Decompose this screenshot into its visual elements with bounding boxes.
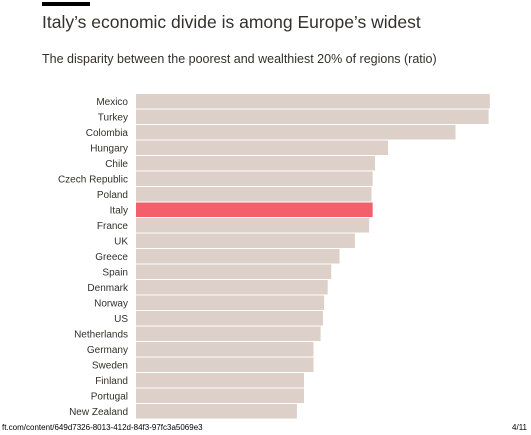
bar-italy — [136, 202, 373, 217]
bar-uk — [136, 233, 355, 248]
category-label: Hungary — [90, 143, 128, 154]
category-label: Netherlands — [74, 329, 128, 340]
bar-us — [136, 311, 323, 326]
bar-czech-republic — [136, 171, 373, 186]
top-rule — [42, 2, 90, 6]
category-label: Denmark — [87, 283, 129, 294]
bar-hungary — [136, 140, 389, 155]
bar-netherlands — [136, 326, 321, 341]
chart-title: Italy’s economic divide is among Europe’… — [42, 12, 421, 32]
source-url: ft.com/content/649d7326-8013-412d-84f3-9… — [2, 423, 203, 432]
category-label: Poland — [97, 190, 128, 201]
bar-chart: Mexico Turkey Colombia Hungary Chile Czech Re… — [58, 94, 490, 419]
category-label: Turkey — [98, 112, 128, 123]
page-number: 4/11 — [512, 423, 527, 432]
bar-greece — [136, 249, 340, 264]
bar-turkey — [136, 109, 489, 124]
category-label: UK — [114, 236, 128, 247]
bar-portugal — [136, 388, 305, 403]
bar-colombia — [136, 125, 456, 140]
category-label: Spain — [102, 267, 128, 278]
bar-spain — [136, 264, 332, 279]
category-label: Chile — [105, 159, 128, 170]
category-label: Mexico — [96, 97, 128, 108]
bar-new-zealand — [136, 404, 297, 419]
bar-norway — [136, 295, 325, 310]
category-label: Norway — [94, 298, 128, 309]
category-label: Czech Republic — [58, 174, 128, 185]
footer: ft.com/content/649d7326-8013-412d-84f3-9… — [0, 423, 531, 435]
bar-denmark — [136, 280, 328, 295]
bar-mexico — [136, 94, 490, 109]
bar-chile — [136, 156, 376, 171]
category-label: New Zealand — [69, 407, 128, 418]
bar-germany — [136, 342, 314, 357]
category-label: Sweden — [92, 360, 128, 371]
category-label: Greece — [95, 252, 128, 263]
category-label: Portugal — [91, 391, 128, 402]
category-label: Colombia — [86, 128, 129, 139]
bar-france — [136, 218, 370, 233]
category-label: US — [114, 314, 128, 325]
chart-subtitle: The disparity between the poorest and we… — [42, 52, 437, 66]
category-label: Finland — [95, 376, 128, 387]
category-label: Germany — [87, 345, 128, 356]
bar-poland — [136, 187, 372, 202]
bar-sweden — [136, 357, 314, 372]
bar-finland — [136, 373, 305, 388]
category-label: France — [97, 221, 129, 232]
category-label: Italy — [110, 205, 128, 216]
